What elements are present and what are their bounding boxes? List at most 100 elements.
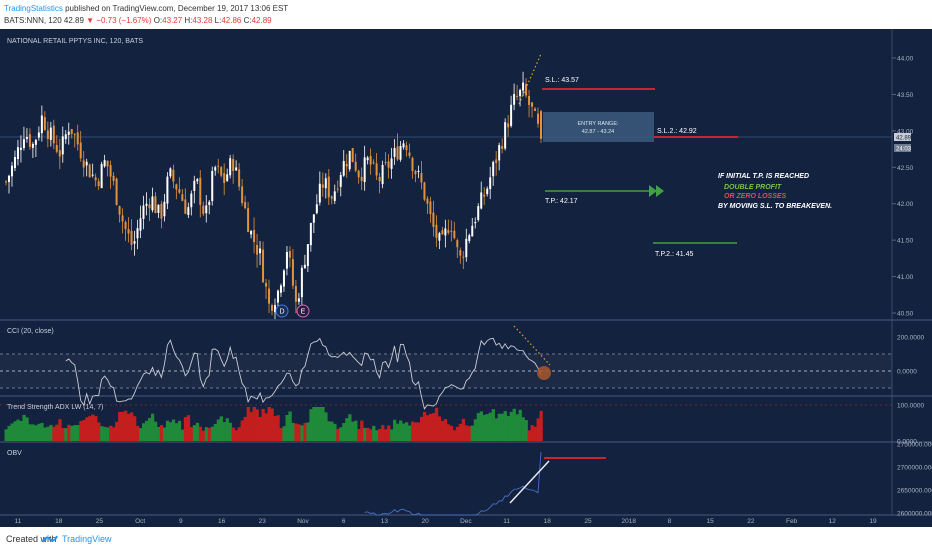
publisher-link[interactable]: TradingStatistics — [4, 4, 63, 13]
adx-bar — [150, 413, 155, 441]
candle-body — [226, 174, 229, 181]
candle-body — [157, 204, 160, 213]
earnings-marker[interactable] — [296, 304, 310, 318]
adx-bar — [366, 427, 370, 441]
time-axis-label: 11 — [15, 518, 22, 525]
adx-bar — [491, 409, 495, 441]
candle-body — [369, 156, 372, 165]
candle-body — [531, 102, 534, 107]
candle-body — [507, 123, 510, 128]
stop-loss-2-label: S.L.2.: 42.92 — [657, 128, 697, 135]
obv-line — [364, 451, 542, 516]
candle-body — [250, 231, 253, 235]
adx-bar — [524, 420, 528, 441]
adx-bar — [509, 411, 513, 441]
adx-bar — [121, 411, 125, 441]
candle-body — [91, 174, 94, 176]
adx-bar — [37, 423, 41, 441]
adx-bar — [363, 427, 367, 441]
candle-body — [486, 188, 489, 195]
candle-body — [333, 191, 336, 201]
adx-bar — [25, 417, 29, 441]
candle-body — [208, 201, 211, 205]
adx-bar — [530, 425, 534, 441]
tradingview-brand-link[interactable]: TradingView — [62, 534, 112, 544]
candle-body — [139, 218, 142, 231]
price-tick-label: 41.00 — [897, 274, 914, 281]
candle-body — [106, 160, 109, 167]
candle-body — [387, 161, 390, 168]
adx-bar — [413, 422, 418, 441]
candle-body — [199, 177, 202, 205]
time-axis-label: Nov — [297, 518, 309, 525]
chart-area[interactable]: 44.00 43.50 43.00 42.50 42.00 41.50 41.00 40.50… — [0, 29, 932, 527]
note-line-2: DOUBLE PROFIT — [724, 184, 782, 191]
time-axis-label: 18 — [55, 518, 63, 525]
time-axis-label: Feb — [786, 518, 798, 525]
time-axis-label: 25 — [96, 518, 104, 525]
candle-body — [402, 143, 405, 148]
adx-bar — [207, 427, 212, 441]
candle-body — [456, 240, 459, 248]
chart-svg[interactable]: 44.00 43.50 43.00 42.50 42.00 41.50 41.00 40.50… — [0, 29, 932, 527]
candle-body — [160, 203, 163, 219]
high-value: 43.28 — [192, 16, 213, 25]
candle-body — [67, 131, 70, 135]
candle-body — [468, 235, 471, 241]
candle-body — [202, 205, 205, 214]
cci-panel-title: CCI (20, close) — [7, 328, 54, 335]
candle-body — [43, 117, 46, 130]
open-label: O: — [153, 16, 163, 25]
entry-range-values: 42.87 - 43.24 — [582, 129, 614, 135]
adx-bar — [458, 423, 463, 441]
adx-bar — [195, 422, 200, 441]
adx-bar — [422, 411, 427, 441]
adx-bar — [327, 421, 331, 441]
adx-bar — [276, 415, 280, 441]
adx-bar — [357, 428, 361, 441]
symbol-info: BATS:NNN, 120 42.89 ▼ −0.73 (−1.67%) O:4… — [4, 16, 272, 25]
candle-body — [256, 244, 259, 255]
adx-bar — [416, 422, 421, 441]
adx-bar — [470, 425, 475, 441]
candle-body — [169, 168, 172, 177]
candle-body — [393, 148, 396, 158]
adx-bar — [40, 422, 44, 441]
adx-bar — [303, 422, 307, 441]
adx-bar — [488, 412, 492, 441]
candle-body — [414, 170, 417, 175]
adx-bar — [43, 427, 47, 441]
candle-body — [372, 162, 375, 164]
adx-bar — [46, 426, 50, 441]
adx-bar — [16, 419, 20, 441]
adx-bar — [198, 426, 203, 441]
adx-bar — [437, 416, 442, 441]
entry-range-box[interactable] — [543, 112, 654, 142]
time-axis-label: 8 — [668, 518, 672, 525]
time-axis-label: 19 — [869, 518, 877, 525]
adx-bar — [399, 420, 403, 441]
candle-body — [360, 176, 363, 181]
candle-body — [79, 142, 82, 159]
price-tick-label: 41.50 — [897, 238, 914, 245]
adx-axis-label: 100.0000 — [897, 403, 924, 410]
adx-bar — [85, 417, 89, 441]
target-arrow-head-1 — [649, 185, 657, 197]
candle-body — [345, 163, 348, 167]
candle-body — [28, 134, 31, 147]
adx-bar — [297, 424, 301, 441]
candle-body — [52, 125, 55, 144]
candle-body — [291, 259, 294, 286]
dividend-marker[interactable] — [275, 304, 289, 318]
candle-body — [19, 147, 22, 150]
adx-bar — [156, 426, 161, 441]
obv-axis-label: 2600000.0000 — [897, 511, 932, 518]
adx-bar — [443, 419, 448, 441]
adx-bar — [461, 418, 466, 441]
adx-bar — [55, 424, 59, 441]
time-axis-label: 22 — [747, 518, 755, 525]
candle-body — [525, 84, 528, 96]
candle-body — [483, 194, 486, 197]
candle-body — [528, 95, 531, 105]
time-axis-label: Oct — [135, 518, 145, 525]
